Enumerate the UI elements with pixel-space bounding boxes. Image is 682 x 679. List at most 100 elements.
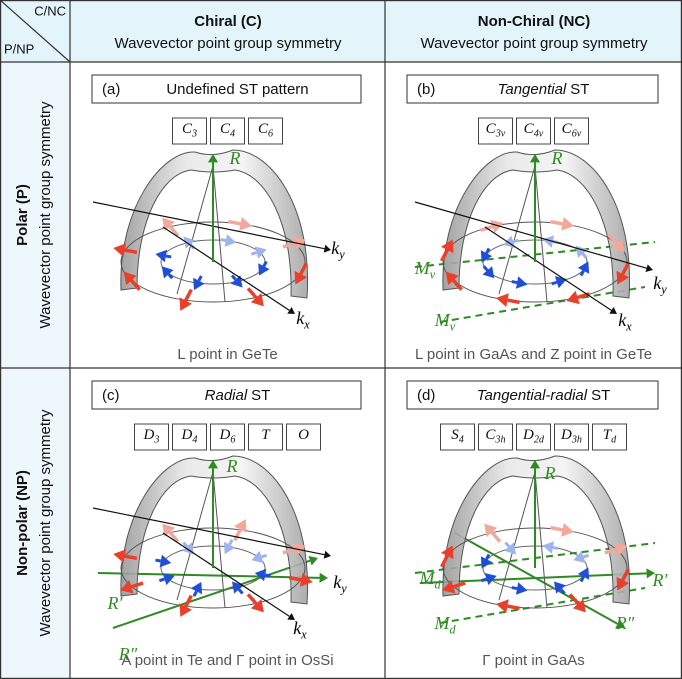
arrow	[258, 260, 270, 276]
title-part: Tangential	[498, 81, 567, 98]
arrow	[162, 532, 295, 620]
arrow-shaft	[485, 553, 491, 560]
symbol-base: D	[143, 427, 155, 443]
arrow-head	[207, 154, 219, 163]
symbol-base: M	[433, 613, 450, 633]
arrow-shaft	[480, 577, 487, 583]
arrow-shaft	[551, 280, 558, 286]
group-box	[478, 423, 513, 451]
symbol-base: C	[258, 121, 269, 137]
arrow-head	[609, 307, 617, 314]
arrow-shaft	[165, 254, 172, 259]
arrow	[179, 594, 193, 617]
symbol-sub: 4	[230, 129, 235, 140]
symbol-base: C	[220, 121, 231, 137]
row-title: Non-polar (NP)	[14, 470, 31, 576]
arrow-shaft	[282, 547, 296, 555]
arrow-shaft	[482, 265, 489, 272]
arrow-head	[120, 580, 134, 594]
caption: L point in GeTe	[177, 346, 277, 363]
symbol-sub: 3v	[495, 129, 506, 140]
arrow-head	[616, 576, 629, 591]
arrow	[480, 247, 493, 263]
arrow-head	[480, 556, 493, 569]
arrow-shaft	[484, 226, 612, 311]
arrow-head	[161, 266, 174, 279]
symbol-base: R′	[652, 570, 669, 590]
title-part: Tangential-radial	[477, 387, 588, 404]
symbol-sub: y	[337, 247, 345, 261]
title-box	[406, 380, 659, 410]
symbol-base: T	[603, 427, 613, 443]
caption: A point in Te and Γ point in OsSi	[121, 652, 333, 669]
arrow-head	[323, 550, 331, 559]
symbol-sub: x	[303, 317, 310, 331]
symbol: O	[298, 427, 309, 443]
symbol-sub: d	[611, 435, 617, 446]
arrow	[553, 581, 566, 595]
arrow-head	[224, 234, 237, 247]
panel-title: Undefined ST pattern	[166, 81, 308, 98]
group-box	[516, 423, 551, 451]
symbol: C3h	[485, 427, 505, 445]
symbol: D3h	[560, 427, 582, 445]
arrow-head	[230, 275, 243, 288]
symbol: Mv	[414, 258, 436, 281]
symbol-base: R′	[107, 593, 124, 613]
arrow-head	[287, 307, 295, 314]
arrow	[207, 154, 219, 262]
arrow-shaft	[92, 201, 325, 250]
title-part: Radial	[205, 387, 248, 404]
arrow-shaft	[158, 577, 165, 583]
arrow-head	[113, 549, 127, 564]
symbol: ky	[653, 273, 667, 296]
arrow	[250, 246, 267, 259]
arrow-shaft	[440, 249, 449, 262]
arrow-head	[577, 567, 590, 580]
arrow-shaft	[184, 594, 193, 608]
arrow-shaft	[162, 226, 290, 311]
arrow-shaft	[168, 531, 180, 543]
symbol-sub: y	[339, 581, 347, 595]
arrow-head	[441, 545, 454, 560]
arrow	[529, 154, 541, 262]
cone-facet	[498, 165, 548, 303]
arrow-head	[239, 216, 252, 231]
symbol: R″	[118, 644, 138, 664]
arrow-shaft	[246, 593, 258, 605]
symbol: R	[551, 148, 563, 168]
arrow	[616, 262, 630, 285]
arrow-shaft	[299, 262, 308, 275]
arrow-shaft	[512, 238, 519, 244]
title-box	[91, 380, 362, 410]
corner-bottom: P/NP	[4, 41, 34, 56]
arrow-shaft	[124, 248, 138, 255]
arrow-shaft	[621, 568, 630, 581]
arrow	[445, 271, 463, 291]
arrow-head	[442, 580, 456, 594]
symbol-base: T	[261, 427, 271, 443]
arrow-shaft	[507, 604, 520, 611]
caption: L point in GaAs and Z point in GeTe	[415, 346, 652, 363]
arrow	[568, 593, 586, 613]
arrow	[550, 522, 574, 537]
arrow-head	[254, 568, 267, 582]
panel-label: (c)	[102, 387, 120, 404]
arrow-head	[542, 541, 555, 554]
arrow-shaft	[607, 233, 618, 245]
arrow-head	[496, 293, 509, 308]
symbol-sub: d	[434, 577, 441, 591]
arrow-head	[484, 523, 498, 538]
arrow-head	[234, 519, 247, 533]
group-box	[554, 423, 589, 451]
arrow-head	[287, 613, 295, 620]
arrow-shaft	[583, 553, 590, 559]
arrow-shaft	[237, 588, 244, 595]
arrow	[442, 580, 466, 594]
arrow-head	[490, 219, 504, 234]
symbol-base: C	[486, 121, 497, 137]
title-part: ST	[251, 387, 270, 404]
symbol: kx	[618, 310, 632, 333]
symbol-sub: 4v	[534, 129, 544, 140]
